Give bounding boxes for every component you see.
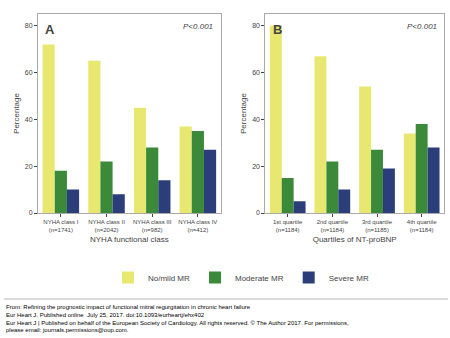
svg-text:A: A (45, 22, 55, 37)
svg-text:Percentage: Percentage (12, 92, 21, 133)
svg-text:Quartiles of NT-proBNP: Quartiles of NT-proBNP (313, 235, 397, 244)
svg-text:No/mild MR: No/mild MR (148, 274, 190, 283)
svg-text:80: 80 (252, 22, 260, 29)
svg-text:20: 20 (252, 163, 260, 170)
svg-text:60: 60 (252, 69, 260, 76)
svg-text:Moderate MR: Moderate MR (235, 274, 284, 283)
svg-text:NYHA class II(n=2042): NYHA class II(n=2042) (88, 219, 125, 233)
svg-text:40: 40 (25, 116, 33, 123)
svg-text:40: 40 (252, 116, 260, 123)
svg-text:From: Refining the prognostic: From: Refining the prognostic impact of … (6, 304, 349, 333)
svg-text:0: 0 (29, 209, 33, 216)
svg-text:P<0.001: P<0.001 (407, 22, 437, 31)
svg-text:B: B (273, 22, 282, 37)
svg-text:3rd quartile(n=1185): 3rd quartile(n=1185) (362, 219, 393, 233)
svg-text:1st quartile(n=1184): 1st quartile(n=1184) (273, 219, 303, 233)
svg-text:2nd quartile(n=1184): 2nd quartile(n=1184) (317, 219, 349, 233)
svg-text:NYHA class IV(n=412): NYHA class IV(n=412) (178, 219, 217, 233)
svg-text:0: 0 (256, 209, 260, 216)
svg-text:4th quartile(n=1184): 4th quartile(n=1184) (407, 219, 437, 233)
svg-text:Severe MR: Severe MR (329, 274, 369, 283)
svg-text:60: 60 (25, 69, 33, 76)
svg-text:Percentage: Percentage (239, 92, 248, 133)
svg-text:NYHA class III(n=982): NYHA class III(n=982) (133, 219, 172, 233)
svg-text:20: 20 (25, 163, 33, 170)
svg-text:NYHA functional class: NYHA functional class (90, 235, 169, 244)
svg-text:P<0.001: P<0.001 (183, 22, 213, 31)
svg-text:NYHA class I(n=1741): NYHA class I(n=1741) (43, 219, 78, 233)
svg-text:80: 80 (25, 22, 33, 29)
